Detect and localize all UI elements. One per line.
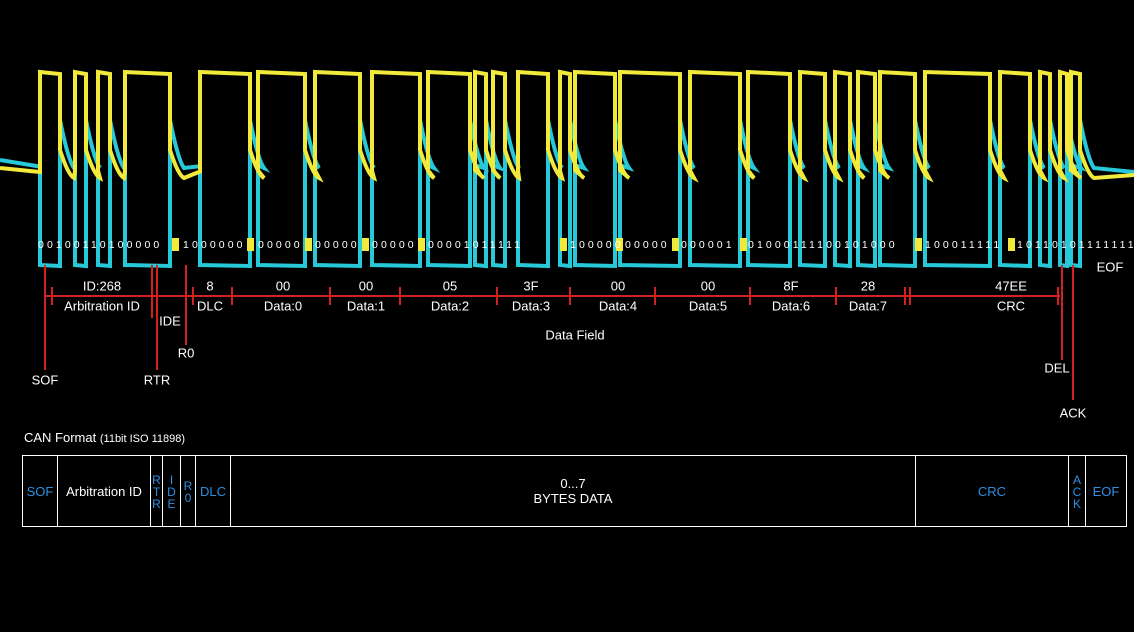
format-subtitle: (11bit ISO 11898) bbox=[100, 433, 185, 445]
page: 0010011010000010000000000000000000000000… bbox=[0, 0, 1134, 632]
field-value: 47EE bbox=[995, 278, 1027, 293]
bit-group: 100000 bbox=[570, 239, 624, 251]
field-label: Data:1 bbox=[347, 298, 385, 313]
bit-group: 00000 bbox=[625, 239, 670, 251]
bit-group: 00000 bbox=[315, 239, 360, 251]
marker-label: IDE bbox=[159, 313, 181, 328]
field-label: CRC bbox=[997, 298, 1025, 313]
bit-group: 00000 bbox=[258, 239, 303, 251]
stuff-bit bbox=[305, 238, 312, 251]
bit-group: 00000 bbox=[372, 239, 417, 251]
bit-group: 1000000 bbox=[183, 239, 246, 251]
data-range: 0...7 bbox=[560, 476, 585, 491]
bit-group: 00100110100000 bbox=[38, 239, 162, 251]
field-value: 05 bbox=[443, 278, 457, 293]
stuff-bit bbox=[560, 238, 567, 251]
format-cell: EOF bbox=[1086, 456, 1126, 526]
field-label: Data:2 bbox=[431, 298, 469, 313]
stuff-bit bbox=[672, 238, 679, 251]
field-value: ID:268 bbox=[83, 278, 121, 293]
data-field-label: Data Field bbox=[545, 327, 604, 342]
format-cell: ACK bbox=[1069, 456, 1086, 526]
stuff-bit bbox=[740, 238, 747, 251]
marker-label: DEL bbox=[1044, 360, 1069, 375]
stuff-bit bbox=[362, 238, 369, 251]
field-value: 00 bbox=[701, 278, 715, 293]
bit-group: 100011111 bbox=[925, 239, 1002, 251]
format-cell: RTR bbox=[151, 456, 163, 526]
format-title: CAN Format (11bit ISO 11898) bbox=[24, 430, 185, 445]
format-cell: R0 bbox=[181, 456, 196, 526]
field-label: Data:5 bbox=[689, 298, 727, 313]
field-label: Data:0 bbox=[264, 298, 302, 313]
stuff-bit bbox=[247, 238, 254, 251]
format-cell: CRC bbox=[916, 456, 1069, 526]
bits-bg bbox=[36, 238, 37, 239]
stuff-bit bbox=[172, 238, 179, 251]
field-label: Arbitration ID bbox=[64, 298, 140, 313]
stuff-bit bbox=[915, 238, 922, 251]
field-label: Data:3 bbox=[512, 298, 550, 313]
field-value: 00 bbox=[359, 278, 373, 293]
bit-group: 000001 bbox=[681, 239, 735, 251]
field-label: DLC bbox=[197, 298, 223, 313]
field-value: 8F bbox=[783, 278, 798, 293]
field-value: 3F bbox=[523, 278, 538, 293]
field-value: 28 bbox=[861, 278, 875, 293]
format-table: SOF Arbitration ID RTR IDE R0 DLC 0...7 … bbox=[22, 455, 1127, 527]
bits-bg bbox=[1015, 238, 1016, 239]
field-value: 00 bbox=[276, 278, 290, 293]
field-label: Data:4 bbox=[599, 298, 637, 313]
marker-label: ACK bbox=[1060, 405, 1087, 420]
field-value: 8 bbox=[206, 278, 213, 293]
marker-label: EOF bbox=[1097, 259, 1124, 274]
stuff-bit bbox=[418, 238, 425, 251]
format-cell: DLC bbox=[196, 456, 231, 526]
stuff-bit bbox=[1008, 238, 1015, 251]
field-label: Data:6 bbox=[772, 298, 810, 313]
bit-group: 01000111100101000 bbox=[748, 239, 898, 251]
format-data-cell: 0...7 BYTES DATA bbox=[231, 456, 916, 526]
format-cell: SOF bbox=[23, 456, 58, 526]
format-cell: IDE bbox=[163, 456, 181, 526]
bit-group: 10110101111111 bbox=[1017, 239, 1134, 251]
format-cell: Arbitration ID bbox=[58, 456, 151, 526]
bits-bg bbox=[181, 238, 182, 239]
bit-group: 00001011111 bbox=[428, 239, 523, 251]
marker-label: SOF bbox=[32, 372, 59, 387]
marker-label: RTR bbox=[144, 372, 170, 387]
data-label: BYTES DATA bbox=[534, 491, 613, 506]
format-title-text: CAN Format bbox=[24, 430, 96, 445]
marker-label: R0 bbox=[178, 345, 195, 360]
field-label: Data:7 bbox=[849, 298, 887, 313]
field-value: 00 bbox=[611, 278, 625, 293]
